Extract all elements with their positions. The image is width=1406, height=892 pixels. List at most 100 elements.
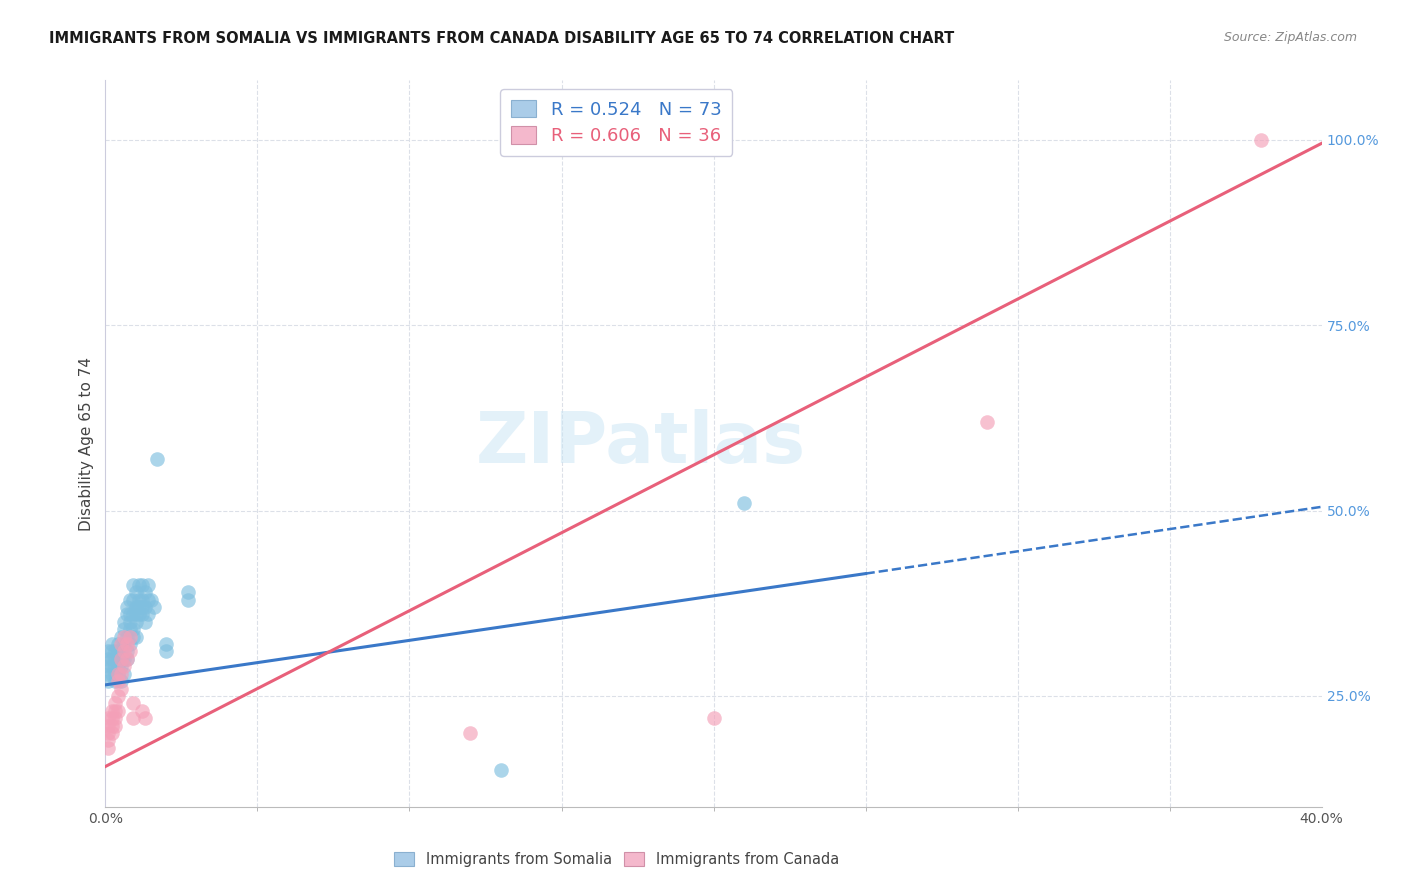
Point xyxy=(112,622,135,636)
Point xyxy=(131,592,153,607)
Point xyxy=(100,666,122,681)
Point xyxy=(125,599,148,614)
Text: ZIPatlas: ZIPatlas xyxy=(475,409,806,478)
Point xyxy=(115,599,138,614)
Point xyxy=(125,585,148,599)
Point xyxy=(112,637,135,651)
Point xyxy=(97,726,120,740)
Point xyxy=(128,607,150,622)
Point xyxy=(976,415,998,429)
Point xyxy=(103,674,125,689)
Point xyxy=(118,622,141,636)
Point xyxy=(121,607,143,622)
Point xyxy=(97,740,120,755)
Point xyxy=(107,652,129,666)
Point xyxy=(97,719,120,733)
Point xyxy=(112,615,135,629)
Point xyxy=(115,637,138,651)
Point xyxy=(100,644,122,658)
Point xyxy=(107,644,129,658)
Point xyxy=(121,578,143,592)
Point xyxy=(702,711,725,725)
Point xyxy=(110,674,132,689)
Point xyxy=(112,630,135,644)
Point xyxy=(100,704,122,718)
Point xyxy=(128,592,150,607)
Point xyxy=(136,578,159,592)
Point xyxy=(121,592,143,607)
Point xyxy=(115,652,138,666)
Point xyxy=(100,726,122,740)
Point xyxy=(125,615,148,629)
Point xyxy=(107,674,129,689)
Point xyxy=(103,659,125,673)
Point xyxy=(97,711,120,725)
Point xyxy=(118,592,141,607)
Point xyxy=(176,592,198,607)
Point xyxy=(143,599,166,614)
Point xyxy=(136,607,159,622)
Point xyxy=(121,622,143,636)
Point xyxy=(97,733,120,747)
Point xyxy=(97,652,120,666)
Point xyxy=(103,711,125,725)
Point xyxy=(115,607,138,622)
Point xyxy=(100,652,122,666)
Point xyxy=(103,666,125,681)
Point xyxy=(112,666,135,681)
Point xyxy=(121,630,143,644)
Point xyxy=(131,704,153,718)
Point xyxy=(118,615,141,629)
Point xyxy=(110,652,132,666)
Point xyxy=(115,644,138,658)
Point xyxy=(107,659,129,673)
Point xyxy=(125,607,148,622)
Point xyxy=(97,674,120,689)
Point xyxy=(110,681,132,696)
Point xyxy=(118,637,141,651)
Point xyxy=(128,578,150,592)
Legend: Immigrants from Somalia, Immigrants from Canada: Immigrants from Somalia, Immigrants from… xyxy=(388,846,845,872)
Point xyxy=(121,697,143,711)
Text: Source: ZipAtlas.com: Source: ZipAtlas.com xyxy=(1223,31,1357,45)
Point xyxy=(103,719,125,733)
Point xyxy=(115,652,138,666)
Point xyxy=(134,711,156,725)
Point xyxy=(146,451,169,466)
Point xyxy=(107,666,129,681)
Point xyxy=(107,637,129,651)
Point xyxy=(176,585,198,599)
Point xyxy=(115,630,138,644)
Point xyxy=(136,592,159,607)
Point xyxy=(110,666,132,681)
Point xyxy=(155,644,177,658)
Point xyxy=(118,607,141,622)
Point xyxy=(112,659,135,673)
Point xyxy=(100,711,122,725)
Point xyxy=(107,666,129,681)
Point xyxy=(733,496,755,510)
Point xyxy=(118,644,141,658)
Point xyxy=(103,704,125,718)
Point xyxy=(134,615,156,629)
Point xyxy=(110,630,132,644)
Point xyxy=(100,637,122,651)
Point xyxy=(121,711,143,725)
Point xyxy=(110,644,132,658)
Point xyxy=(131,607,153,622)
Point xyxy=(100,659,122,673)
Point xyxy=(110,659,132,673)
Point xyxy=(155,637,177,651)
Point xyxy=(103,652,125,666)
Point xyxy=(125,630,148,644)
Point xyxy=(118,630,141,644)
Point xyxy=(97,659,120,673)
Point xyxy=(458,726,481,740)
Point xyxy=(110,652,132,666)
Y-axis label: Disability Age 65 to 74: Disability Age 65 to 74 xyxy=(79,357,94,531)
Point xyxy=(128,599,150,614)
Point xyxy=(100,719,122,733)
Point xyxy=(107,704,129,718)
Point xyxy=(110,637,132,651)
Point xyxy=(134,585,156,599)
